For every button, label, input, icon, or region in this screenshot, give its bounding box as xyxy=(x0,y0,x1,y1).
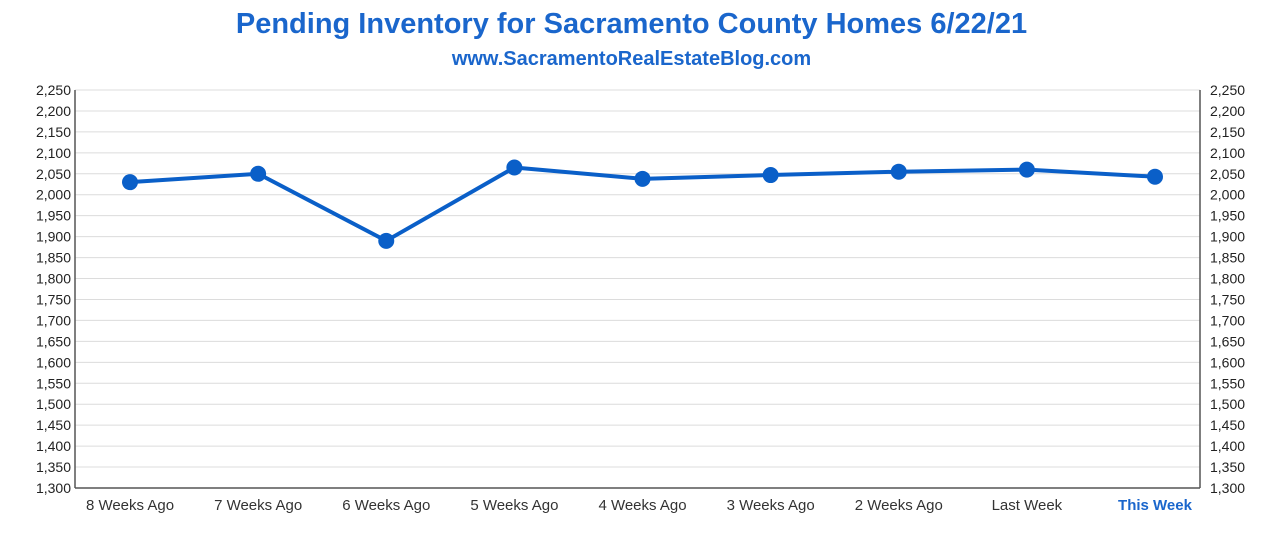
y-tick-label-right: 1,400 xyxy=(1210,438,1245,454)
y-tick-label-right: 2,100 xyxy=(1210,145,1245,161)
series xyxy=(122,159,1163,249)
y-axis-left-ticks: 1,300 1,350 1,400 1,450 1,500 1,550 1,600 1,650… xyxy=(36,82,71,496)
x-tick-label: 3 Weeks Ago xyxy=(727,497,815,514)
y-tick-label-left: 1,500 xyxy=(36,396,71,412)
y-tick-label-left: 1,600 xyxy=(36,354,71,370)
y-tick-label-left: 2,150 xyxy=(36,124,71,140)
data-point xyxy=(378,232,395,249)
data-point xyxy=(634,170,651,187)
x-tick-label: 7 Weeks Ago xyxy=(214,497,302,514)
y-tick-label-left: 1,350 xyxy=(36,459,71,475)
y-tick-label-left: 1,550 xyxy=(36,375,71,391)
y-tick-label-left: 2,100 xyxy=(36,145,71,161)
y-tick-label-left: 2,250 xyxy=(36,82,71,98)
y-tick-label-right: 1,800 xyxy=(1210,271,1245,287)
data-point xyxy=(506,159,523,176)
gridlines xyxy=(75,89,1200,468)
x-tick-label: 8 Weeks Ago xyxy=(86,497,174,514)
y-tick-label-right: 1,300 xyxy=(1210,480,1245,496)
y-tick-label-right: 1,750 xyxy=(1210,291,1245,307)
y-tick-label-right: 1,450 xyxy=(1210,417,1245,433)
data-point xyxy=(1147,168,1163,185)
y-tick-label-left: 1,300 xyxy=(36,480,71,496)
x-tick-label: Last Week xyxy=(992,497,1063,514)
y-tick-label-left: 1,400 xyxy=(36,438,71,454)
y-tick-label-right: 2,050 xyxy=(1210,166,1245,182)
data-point xyxy=(250,165,267,182)
y-tick-label-left: 1,450 xyxy=(36,417,71,433)
y-tick-label-left: 1,650 xyxy=(36,333,71,349)
y-axis-right-ticks: 1,300 1,350 1,400 1,450 1,500 1,550 1,600 1,650… xyxy=(1210,82,1245,496)
x-tick-label: 4 Weeks Ago xyxy=(598,497,686,514)
y-tick-label-right: 1,550 xyxy=(1210,375,1245,391)
y-tick-label-right: 1,900 xyxy=(1210,229,1245,245)
y-tick-label-right: 1,950 xyxy=(1210,208,1245,224)
y-tick-label-right: 2,150 xyxy=(1210,124,1245,140)
y-tick-label-right: 1,500 xyxy=(1210,396,1245,412)
x-tick-label: 2 Weeks Ago xyxy=(855,497,943,514)
data-point xyxy=(890,163,907,180)
y-tick-label-right: 1,700 xyxy=(1210,312,1245,328)
chart-title: Pending Inventory for Sacramento County … xyxy=(235,8,1028,40)
y-tick-label-left: 1,900 xyxy=(36,229,71,245)
y-tick-label-left: 2,050 xyxy=(36,166,71,182)
chart-subtitle: www.SacramentoRealEstateBlog.com xyxy=(451,48,812,70)
y-tick-label-left: 1,700 xyxy=(36,312,71,328)
data-point xyxy=(1018,161,1035,178)
y-tick-label-right: 2,250 xyxy=(1210,82,1245,98)
data-point xyxy=(762,167,779,184)
y-tick-label-left: 1,950 xyxy=(36,208,71,224)
x-tick-label: This Week xyxy=(1118,497,1193,514)
y-tick-label-left: 1,850 xyxy=(36,250,71,266)
axes xyxy=(74,90,1201,489)
y-tick-label-left: 2,000 xyxy=(36,187,71,203)
x-axis-ticks: 8 Weeks Ago 7 Weeks Ago 6 Weeks Ago 5 Weeks… xyxy=(86,497,1193,514)
y-tick-label-left: 1,750 xyxy=(36,291,71,307)
x-tick-label: 5 Weeks Ago xyxy=(470,497,558,514)
x-tick-label: 6 Weeks Ago xyxy=(342,497,430,514)
y-tick-label-right: 1,650 xyxy=(1210,333,1245,349)
y-tick-label-right: 2,000 xyxy=(1210,187,1245,203)
y-tick-label-left: 2,200 xyxy=(36,103,71,119)
y-tick-label-right: 1,350 xyxy=(1210,459,1245,475)
data-point xyxy=(122,174,138,191)
y-tick-label-right: 1,850 xyxy=(1210,250,1245,266)
y-tick-label-right: 1,600 xyxy=(1210,354,1245,370)
y-tick-label-right: 2,200 xyxy=(1210,103,1245,119)
y-tick-label-left: 1,800 xyxy=(36,271,71,287)
